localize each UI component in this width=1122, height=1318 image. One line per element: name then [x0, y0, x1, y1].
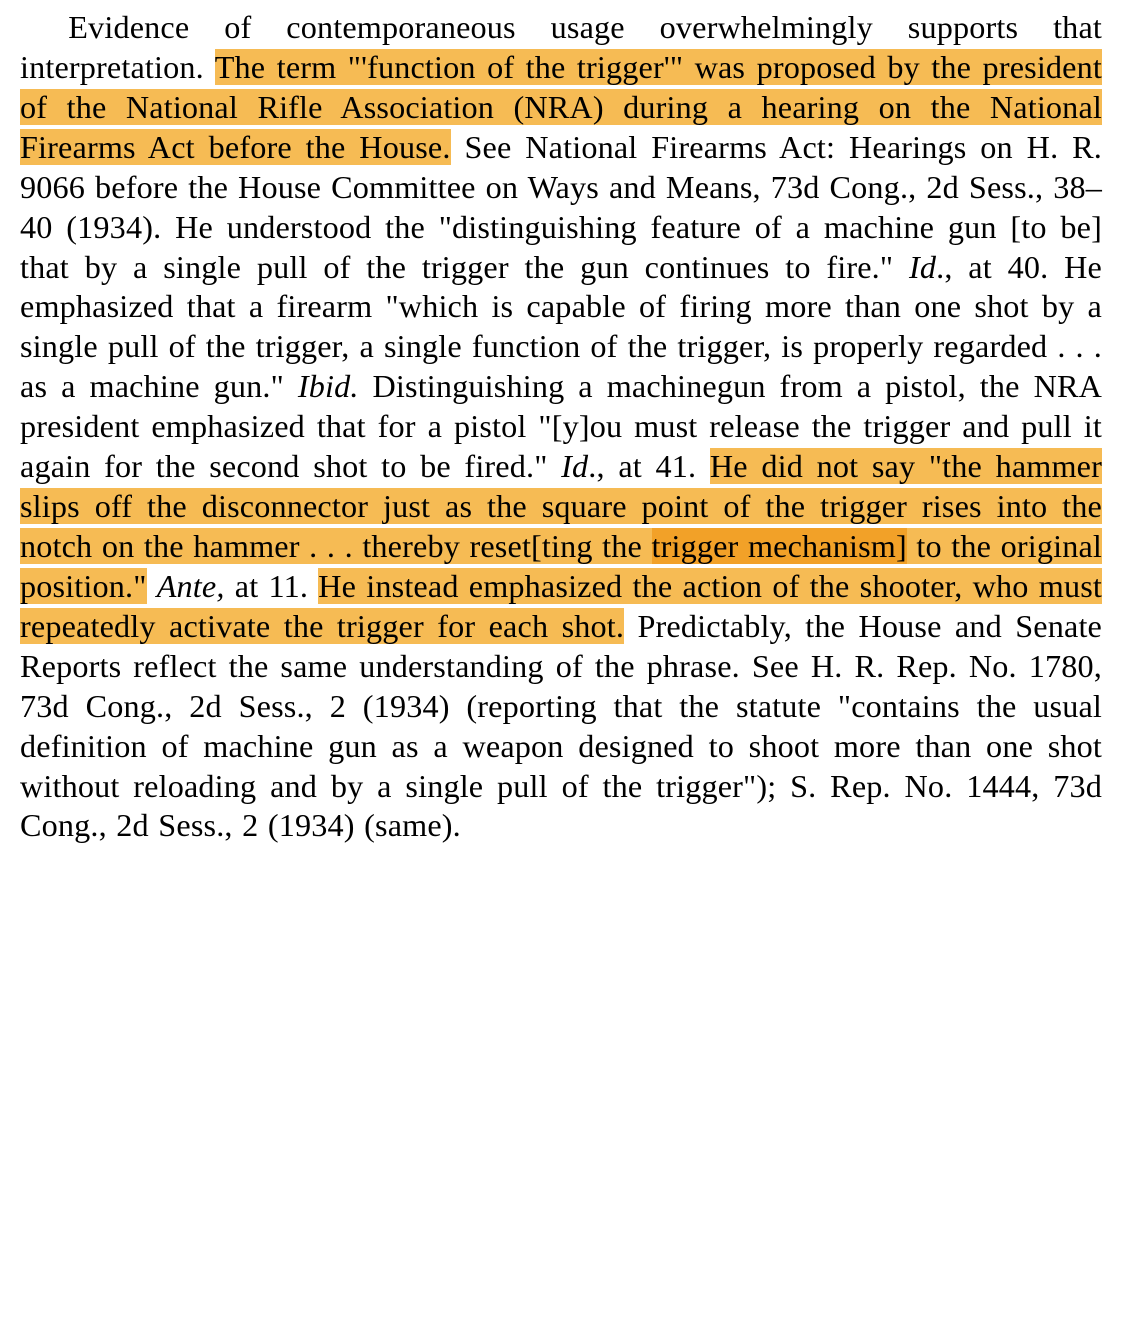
legal-text-paragraph: Evidence of contemporaneous usage overwh… — [20, 8, 1102, 846]
citation-id: Id — [909, 249, 936, 285]
text-plain — [147, 568, 157, 604]
citation-id: Id — [561, 448, 588, 484]
citation-ante: Ante, — [157, 568, 225, 604]
highlighted-text-dark: trigger mechanism] — [652, 528, 907, 564]
text-plain: at 11. — [225, 568, 319, 604]
citation-ibid: Ibid. — [298, 368, 359, 404]
text-plain: ., at 41. — [588, 448, 710, 484]
